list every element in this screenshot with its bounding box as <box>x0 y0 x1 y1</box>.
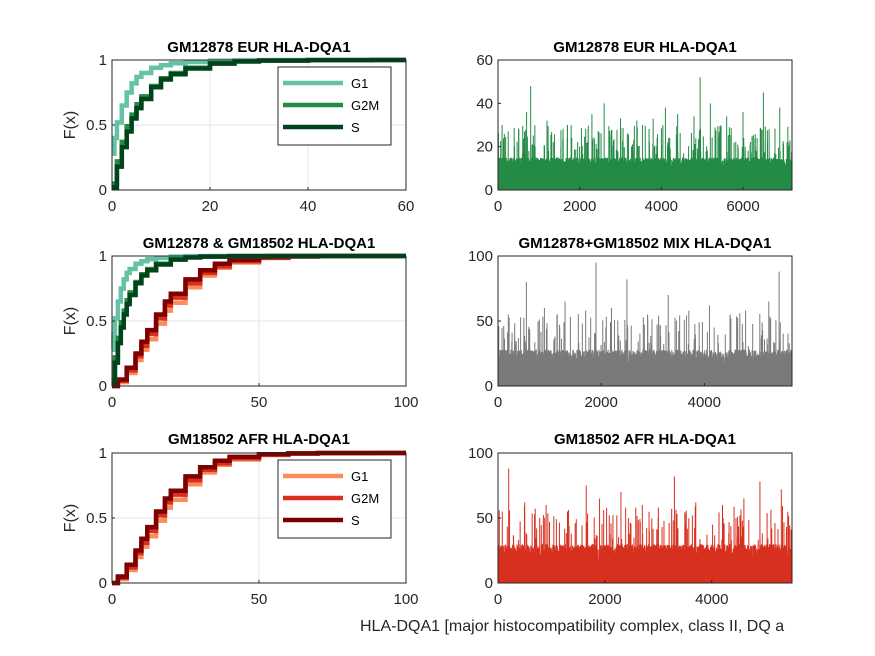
figure-footer-label: HLA-DQA1 [major histocompatibility compl… <box>360 618 784 635</box>
x-tick-label: 0 <box>494 591 502 608</box>
legend-label: G1 <box>351 469 368 484</box>
bar-panel-afr: GM18502 AFR HLA-DQA1 0 2000 4000 0 50 100 <box>468 431 793 608</box>
y-tick-label: 40 <box>476 95 493 112</box>
y-tick-label: 0 <box>485 575 493 592</box>
cdf-series-line <box>112 57 406 190</box>
x-tick-label: 6000 <box>726 198 759 215</box>
legend-label: G2M <box>351 491 379 506</box>
x-tick-label: 0 <box>494 394 502 411</box>
y-tick-label: 0.5 <box>86 510 107 527</box>
cdf-series-line <box>111 253 406 352</box>
x-tick-label: 4000 <box>688 394 721 411</box>
x-tick-label: 100 <box>393 591 418 608</box>
y-tick-label: 0 <box>99 378 107 395</box>
x-tick-label: 0 <box>494 198 502 215</box>
axes-box <box>497 59 793 191</box>
x-tick-label: 0 <box>108 591 116 608</box>
legend-label: G1 <box>351 76 368 91</box>
y-tick-label: 60 <box>476 52 493 69</box>
x-tick-label: 20 <box>202 198 219 215</box>
panel-title: GM12878 EUR HLA-DQA1 <box>167 39 350 56</box>
y-tick-label: 0 <box>99 182 107 199</box>
bar-baseline <box>498 188 792 190</box>
y-tick-label: 20 <box>476 139 493 156</box>
x-tick-label: 50 <box>251 591 268 608</box>
legend-label: G2M <box>351 98 379 113</box>
x-tick-label: 2000 <box>588 591 621 608</box>
y-tick-label: 0 <box>485 182 493 199</box>
cdf-panel-mix: GM12878 & GM18502 HLA-DQA1 F(x) 0 50 100 0 0… <box>62 235 419 411</box>
x-tick-label: 4000 <box>645 198 678 215</box>
y-tick-label: 100 <box>468 248 493 265</box>
cdf-series-line <box>112 450 406 586</box>
x-tick-label: 2000 <box>584 394 617 411</box>
y-tick-label: 50 <box>476 510 493 527</box>
x-tick-label: 0 <box>108 198 116 215</box>
y-tick-label: 1 <box>99 445 107 462</box>
panel-title: GM12878 & GM18502 HLA-DQA1 <box>143 235 376 252</box>
bar-panel-eur: GM12878 EUR HLA-DQA1 0 2000 4000 6000 0 20 40 6… <box>476 39 793 215</box>
x-tick-label: 100 <box>393 394 418 411</box>
panel-title: GM12878+GM18502 MIX HLA-DQA1 <box>518 235 771 252</box>
panel-title: GM18502 AFR HLA-DQA1 <box>554 431 736 448</box>
bar-baseline <box>498 384 792 386</box>
y-axis-label: F(x) <box>62 504 79 532</box>
cdf-series-line <box>112 253 406 386</box>
y-tick-label: 0.5 <box>86 117 107 134</box>
cdf-panel-afr: GM18502 AFR HLA-DQA1 F(x) 0 50 10000.51G1G… <box>62 431 419 608</box>
x-tick-label: 60 <box>398 198 415 215</box>
cdf-series-line <box>112 57 406 156</box>
x-tick-label: 40 <box>300 198 317 215</box>
legend: G1 G2M S <box>277 66 392 146</box>
panel-title: GM18502 AFR HLA-DQA1 <box>168 431 350 448</box>
bar-panel-mix: GM12878+GM18502 MIX HLA-DQA1 0 2000 4000 0 5… <box>468 235 793 411</box>
y-tick-label: 0.5 <box>86 313 107 330</box>
y-axis-label: F(x) <box>62 111 79 139</box>
y-tick-label: 100 <box>468 445 493 462</box>
y-tick-label: 1 <box>99 248 107 265</box>
legend-label: S <box>351 120 360 135</box>
x-tick-label: 2000 <box>563 198 596 215</box>
legend: G1 G2M S <box>277 459 392 539</box>
bar-baseline <box>498 581 792 583</box>
legend-label: S <box>351 513 360 528</box>
y-tick-label: 0 <box>485 378 493 395</box>
panel-title: GM12878 EUR HLA-DQA1 <box>553 39 736 56</box>
x-tick-label: 4000 <box>695 591 728 608</box>
x-tick-label: 50 <box>251 394 268 411</box>
y-axis-label: F(x) <box>62 307 79 335</box>
cdf-panel-eur: GM12878 EUR HLA-DQA1 F(x) 0 20 40 60 0 0.5 1 G1… <box>62 39 414 215</box>
y-tick-label: 0 <box>99 575 107 592</box>
y-tick-label: 50 <box>476 313 493 330</box>
x-tick-label: 0 <box>108 394 116 411</box>
y-tick-label: 1 <box>99 52 107 69</box>
